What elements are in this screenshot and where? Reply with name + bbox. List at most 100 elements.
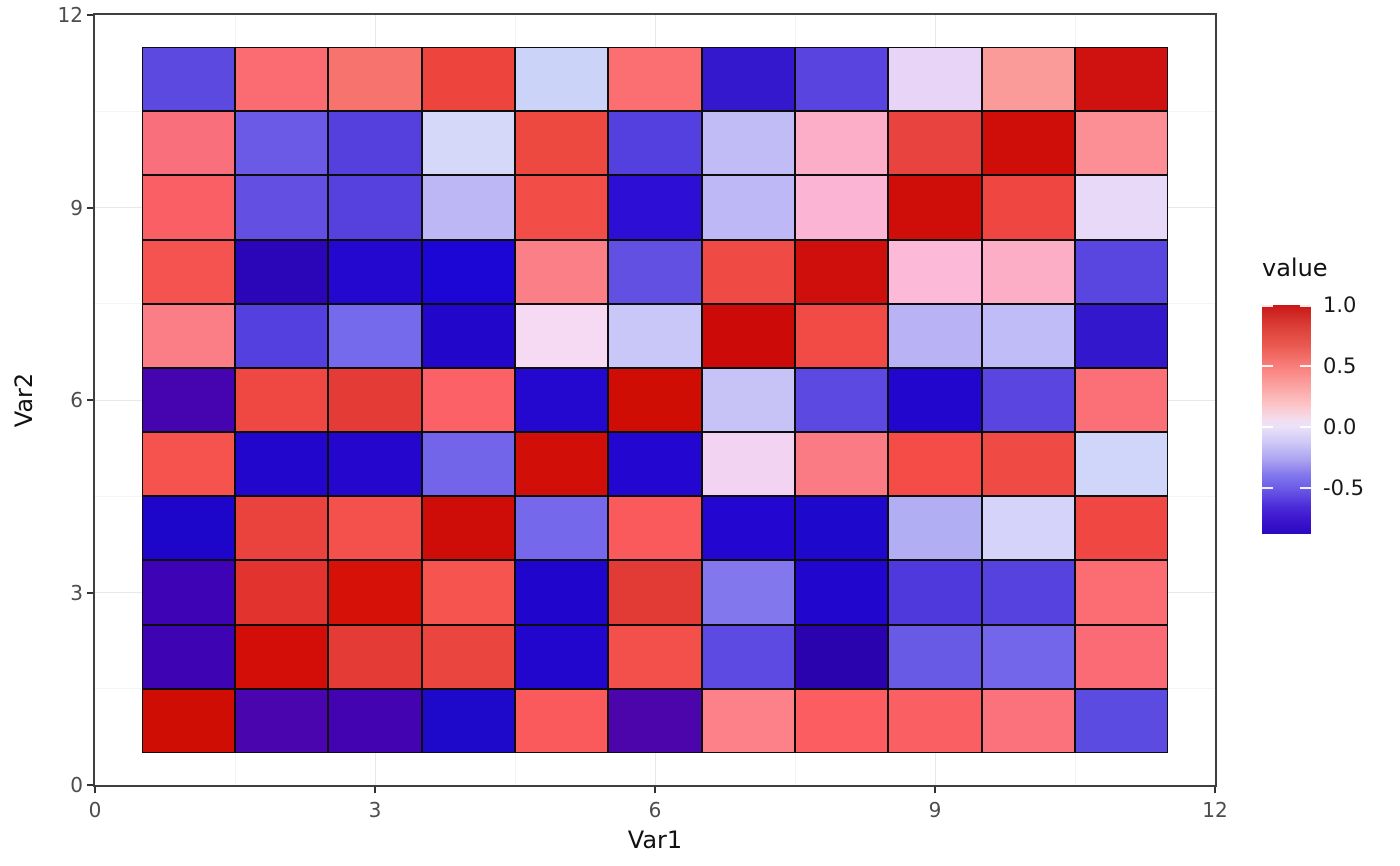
legend-tick-label: 0.5 (1323, 353, 1357, 378)
heatmap-cell (888, 175, 982, 240)
heatmap-cell (235, 688, 329, 753)
heatmap-cell (328, 496, 422, 561)
heatmap-cell (421, 688, 515, 753)
heatmap-cell (328, 111, 422, 176)
heatmap-panel (93, 13, 1217, 787)
heatmap-cell (608, 432, 702, 497)
heatmap-cell (981, 47, 1075, 112)
heatmap-cell (141, 688, 235, 753)
legend-tick (1300, 364, 1311, 367)
heatmap-cell (701, 560, 795, 625)
heatmap-cell (981, 688, 1075, 753)
y-tick-label: 3 (70, 580, 83, 605)
heatmap-cell (328, 47, 422, 112)
heatmap-cell (328, 303, 422, 368)
heatmap-cell (701, 496, 795, 561)
heatmap-cell (981, 560, 1075, 625)
heatmap-cell (795, 175, 889, 240)
y-tick-label: 12 (57, 3, 83, 27)
heatmap-cell (1075, 175, 1169, 240)
heatmap-cell (141, 175, 235, 240)
heatmap-cell (328, 624, 422, 689)
heatmap-cell (1075, 624, 1169, 689)
heatmap-cell (515, 303, 609, 368)
heatmap-cell (235, 560, 329, 625)
heatmap-cell (1075, 111, 1169, 176)
axis-tick (1214, 787, 1216, 793)
heatmap-cell (515, 111, 609, 176)
heatmap-cell (328, 432, 422, 497)
heatmap-cell (608, 175, 702, 240)
axis-tick (654, 787, 656, 793)
legend-tick (1300, 305, 1311, 307)
heatmap-cell (328, 239, 422, 304)
heatmap-cell (328, 175, 422, 240)
heatmap-cell (608, 496, 702, 561)
heatmap-cell (888, 303, 982, 368)
heatmap-cell (515, 496, 609, 561)
heatmap-cell (795, 367, 889, 433)
heatmap-cell (795, 303, 889, 368)
heatmap-cell (421, 303, 515, 368)
legend-tick (1262, 364, 1273, 367)
heatmap-cell (795, 111, 889, 176)
heatmap-cell (328, 688, 422, 753)
axis-tick (94, 787, 96, 793)
heatmap-cell (421, 560, 515, 625)
heatmap-cell (141, 303, 235, 368)
heatmap-cell (515, 688, 609, 753)
y-tick-label: 6 (70, 388, 83, 412)
heatmap-cell (981, 432, 1075, 497)
legend-tick-label: 1.0 (1323, 293, 1357, 317)
heatmap-cell (888, 47, 982, 112)
heatmap-cell (795, 688, 889, 753)
heatmap-cell (421, 175, 515, 240)
heatmap-cell (1075, 47, 1169, 112)
legend-colorbar (1262, 305, 1311, 534)
heatmap-cell (795, 432, 889, 497)
heatmap-cell (421, 47, 515, 112)
heatmap-cell (981, 496, 1075, 561)
heatmap-cell (981, 367, 1075, 433)
heatmap-cell (141, 624, 235, 689)
heatmap-cell (328, 367, 422, 433)
y-tick-label: 9 (70, 195, 83, 220)
legend-tick-label: 0.0 (1323, 414, 1357, 439)
legend-tick (1262, 305, 1273, 307)
heatmap-cell (701, 624, 795, 689)
heatmap-cell (795, 496, 889, 561)
heatmap-cell (141, 496, 235, 561)
heatmap-cell (608, 303, 702, 368)
heatmap-cell (608, 560, 702, 625)
legend: value 1.0 0.5 0.0 -0.5 (1240, 250, 1400, 550)
heatmap-cell (141, 239, 235, 304)
axis-tick (87, 206, 93, 209)
heatmap-cell (141, 47, 235, 112)
heatmap-cell (981, 175, 1075, 240)
heatmap-cell (235, 111, 329, 176)
heatmap-cell (888, 432, 982, 497)
heatmap-cell (888, 560, 982, 625)
heatmap-cell (795, 47, 889, 112)
heatmap-cell (981, 111, 1075, 176)
axis-tick (87, 784, 93, 786)
heatmap-cell (608, 111, 702, 176)
heatmap-cell (235, 239, 329, 304)
legend-tick (1262, 425, 1273, 428)
heatmap-cell (608, 688, 702, 753)
heatmap-cell (795, 239, 889, 304)
legend-tick (1300, 425, 1311, 428)
heatmap-cell (141, 560, 235, 625)
heatmap-cell (888, 367, 982, 433)
heatmap-cell (141, 367, 235, 433)
heatmap-cell (981, 239, 1075, 304)
heatmap-cell (421, 367, 515, 433)
heatmap-cell (421, 496, 515, 561)
heatmap-cell (1075, 303, 1169, 368)
heatmap-cell (515, 367, 609, 433)
heatmap-cell (141, 432, 235, 497)
heatmap-cell (515, 47, 609, 112)
heatmap-cell (608, 367, 702, 433)
heatmap-cell (1075, 688, 1169, 753)
heatmap-cell (795, 560, 889, 625)
